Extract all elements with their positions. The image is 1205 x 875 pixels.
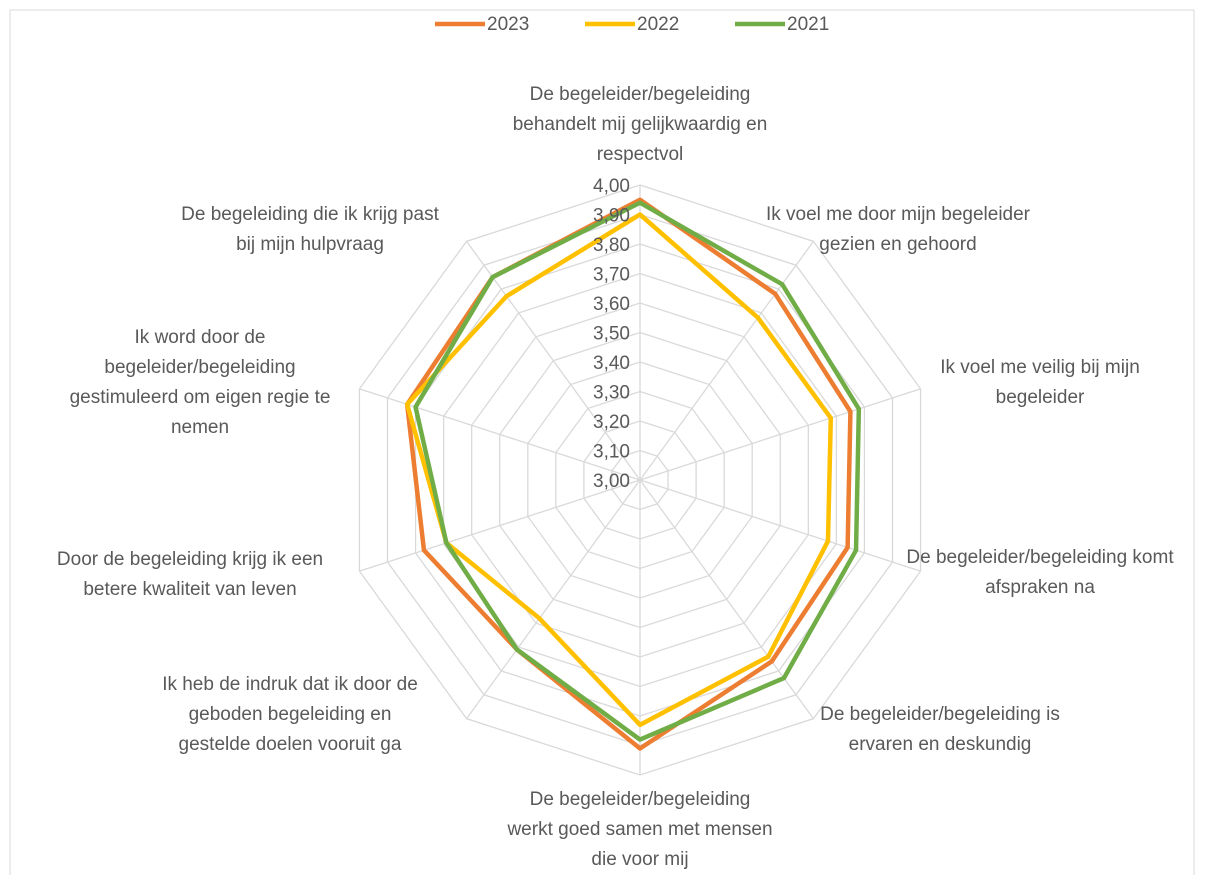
axis-spoke [639,240,814,481]
category-label: Ik heb de indruk dat ik door de geboden … [162,674,418,755]
category-label: De begeleider/begeleiding behandelt mij … [512,84,768,165]
series-line [404,197,853,751]
legend-label: 2023 [487,14,529,35]
y-tick-label: 3,00 [593,471,630,492]
y-tick-label: 3,70 [593,265,630,286]
axis-spoke [466,240,641,481]
axis-spoke [359,479,641,572]
legend-label: 2021 [787,14,829,35]
y-tick-label: 3,80 [593,235,630,256]
axis-spoke [639,388,921,481]
category-label: Ik voel me veilig bij mijn begeleider [940,357,1140,408]
category-label: Door de begeleiding krijg ik een betere … [56,549,324,600]
chart-border [9,9,1195,875]
category-label: De begeleider/begeleiding werkt goed sam… [507,789,773,870]
y-tick-label: 4,00 [593,176,630,197]
category-label: De begeleider/begeleiding is ervaren en … [820,704,1060,755]
y-tick-label: 3,60 [593,294,630,315]
legend-label: 2022 [637,14,679,35]
y-tick-label: 3,90 [593,206,630,227]
y-tick-label: 3,10 [593,442,630,463]
category-label: De begeleiding die ik krijg past bij mij… [181,204,439,255]
y-tick-label: 3,50 [593,324,630,345]
axis-spoke [639,479,921,572]
series-line [413,200,862,742]
y-tick-label: 3,30 [593,383,630,404]
axis-spoke [466,479,641,720]
category-label: De begeleider/begeleiding komt afspraken… [906,547,1174,598]
y-tick-label: 3,40 [593,353,630,374]
category-label: Ik voel me door mijn begeleider gezien e… [765,204,1031,255]
category-label: Ik word door de begeleider/begeleiding g… [69,327,331,438]
y-tick-label: 3,20 [593,412,630,433]
